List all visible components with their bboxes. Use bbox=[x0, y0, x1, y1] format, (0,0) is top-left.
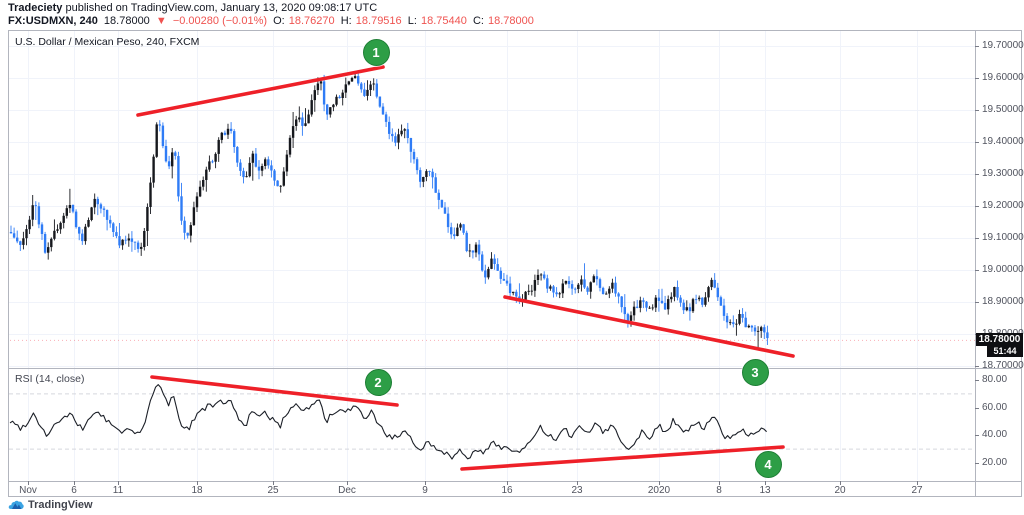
price-change: −0.00280 (−0.01%) bbox=[172, 15, 268, 27]
time-axis-label: 11 bbox=[112, 485, 124, 496]
price-axis-label: 19.00000 bbox=[982, 264, 1024, 275]
high-value: 18.79516 bbox=[355, 15, 402, 27]
rsi-indicator-label: RSI (14, close) bbox=[15, 373, 85, 385]
tradingview-brand-text: TradingView bbox=[28, 499, 93, 511]
tradingview-logo-icon bbox=[8, 499, 24, 511]
chart-frame-border bbox=[8, 30, 1022, 497]
time-axis[interactable]: Nov 6 11 18 25 Dec 9 16 23 2020 8 13 20 27 bbox=[8, 481, 1022, 498]
high-label: H: bbox=[340, 15, 352, 27]
low-label: L: bbox=[407, 15, 417, 27]
annotation-circle-1[interactable]: 1 bbox=[362, 38, 390, 66]
time-axis-label: 8 bbox=[716, 485, 722, 496]
trendline-3-price-support[interactable] bbox=[503, 295, 795, 358]
open-label: O: bbox=[273, 15, 285, 27]
time-axis-label: 16 bbox=[501, 485, 513, 496]
price-axis-label: 19.20000 bbox=[982, 200, 1024, 211]
price-axis-label: 18.70000 bbox=[982, 360, 1024, 371]
down-triangle-icon: ▼ bbox=[155, 15, 167, 27]
rsi-axis-label: 80.00 bbox=[982, 374, 1008, 385]
open-value: 18.76270 bbox=[288, 15, 335, 27]
pane-title: U.S. Dollar / Mexican Peso, 240, FXCM bbox=[15, 36, 200, 48]
symbol-info-bar: FX:USDMXN, 240 18.78000 ▼ −0.00280 (−0.0… bbox=[8, 15, 537, 27]
time-axis-label: 27 bbox=[911, 485, 923, 496]
published-text: published on TradingView.com, January 13… bbox=[62, 2, 378, 14]
author-name: Tradeciety bbox=[8, 2, 63, 14]
annotation-circle-4[interactable]: 4 bbox=[754, 450, 782, 478]
symbol-name: FX:USDMXN, 240 bbox=[8, 15, 98, 27]
low-value: 18.75440 bbox=[420, 15, 467, 27]
price-axis-label: 19.50000 bbox=[982, 104, 1024, 115]
price-axis-label: 19.40000 bbox=[982, 136, 1024, 147]
time-axis-label: 6 bbox=[71, 485, 77, 496]
last-price-tag: 18.78000 bbox=[976, 333, 1023, 346]
price-axis[interactable]: 19.70000 19.60000 19.50000 19.40000 19.30000… bbox=[975, 30, 1024, 497]
time-axis-label: 25 bbox=[267, 485, 279, 496]
candlestick-series[interactable] bbox=[9, 70, 769, 349]
rsi-line bbox=[9, 384, 767, 460]
time-axis-label: 23 bbox=[571, 485, 583, 496]
annotation-circle-2[interactable]: 2 bbox=[364, 368, 392, 396]
time-axis-label: 20 bbox=[834, 485, 846, 496]
price-axis-label: 19.30000 bbox=[982, 168, 1024, 179]
bar-countdown: 51:44 bbox=[987, 346, 1023, 357]
trendline-4-rsi-support[interactable] bbox=[460, 445, 785, 471]
price-axis-label: 19.70000 bbox=[982, 40, 1024, 51]
trendline-2-rsi-resistance[interactable] bbox=[150, 375, 399, 407]
annotation-circle-3[interactable]: 3 bbox=[741, 358, 769, 386]
rsi-axis-label: 40.00 bbox=[982, 429, 1008, 440]
trendline-1-price-resistance[interactable] bbox=[136, 65, 385, 117]
time-axis-label: 13 bbox=[759, 485, 771, 496]
last-price: 18.78000 bbox=[103, 15, 150, 27]
time-axis-label: 9 bbox=[422, 485, 428, 496]
rsi-axis-label: 20.00 bbox=[982, 457, 1008, 468]
time-axis-label: Nov bbox=[19, 485, 37, 496]
close-value: 18.78000 bbox=[488, 15, 534, 27]
time-axis-label: 2020 bbox=[647, 485, 671, 496]
price-axis-label: 18.90000 bbox=[982, 296, 1024, 307]
price-axis-label: 19.10000 bbox=[982, 232, 1024, 243]
price-axis-label: 19.60000 bbox=[982, 72, 1024, 83]
rsi-axis-label: 60.00 bbox=[982, 402, 1008, 413]
close-label: C: bbox=[472, 15, 484, 27]
attribution-line: Tradeciety published on TradingView.com,… bbox=[8, 2, 377, 14]
time-axis-label: 18 bbox=[191, 485, 203, 496]
tradingview-attribution[interactable]: TradingView bbox=[8, 499, 93, 511]
time-axis-label: Dec bbox=[338, 485, 356, 496]
